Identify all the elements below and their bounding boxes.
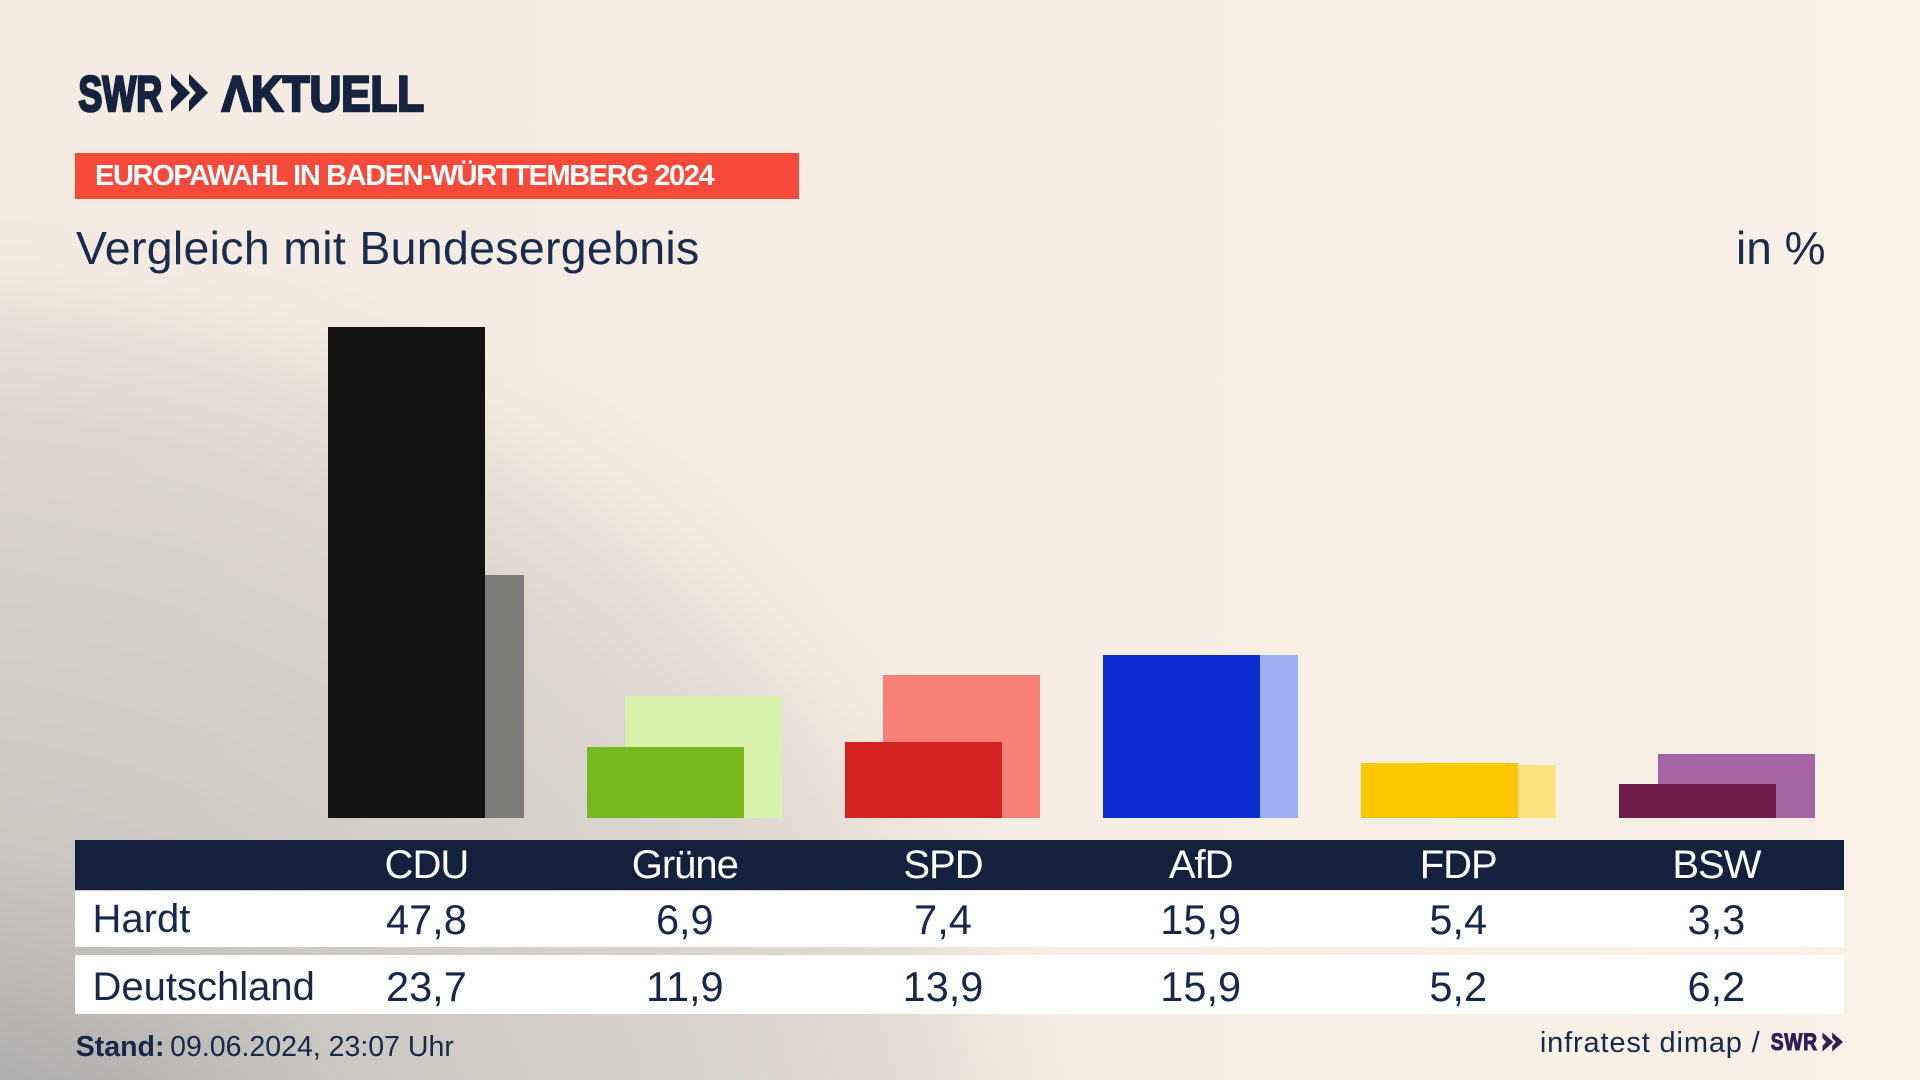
svg-text:SWR: SWR: [78, 69, 162, 121]
svg-text:ΛKTUELL: ΛKTUELL: [222, 69, 424, 121]
svg-text:SWR: SWR: [1770, 1031, 1817, 1056]
